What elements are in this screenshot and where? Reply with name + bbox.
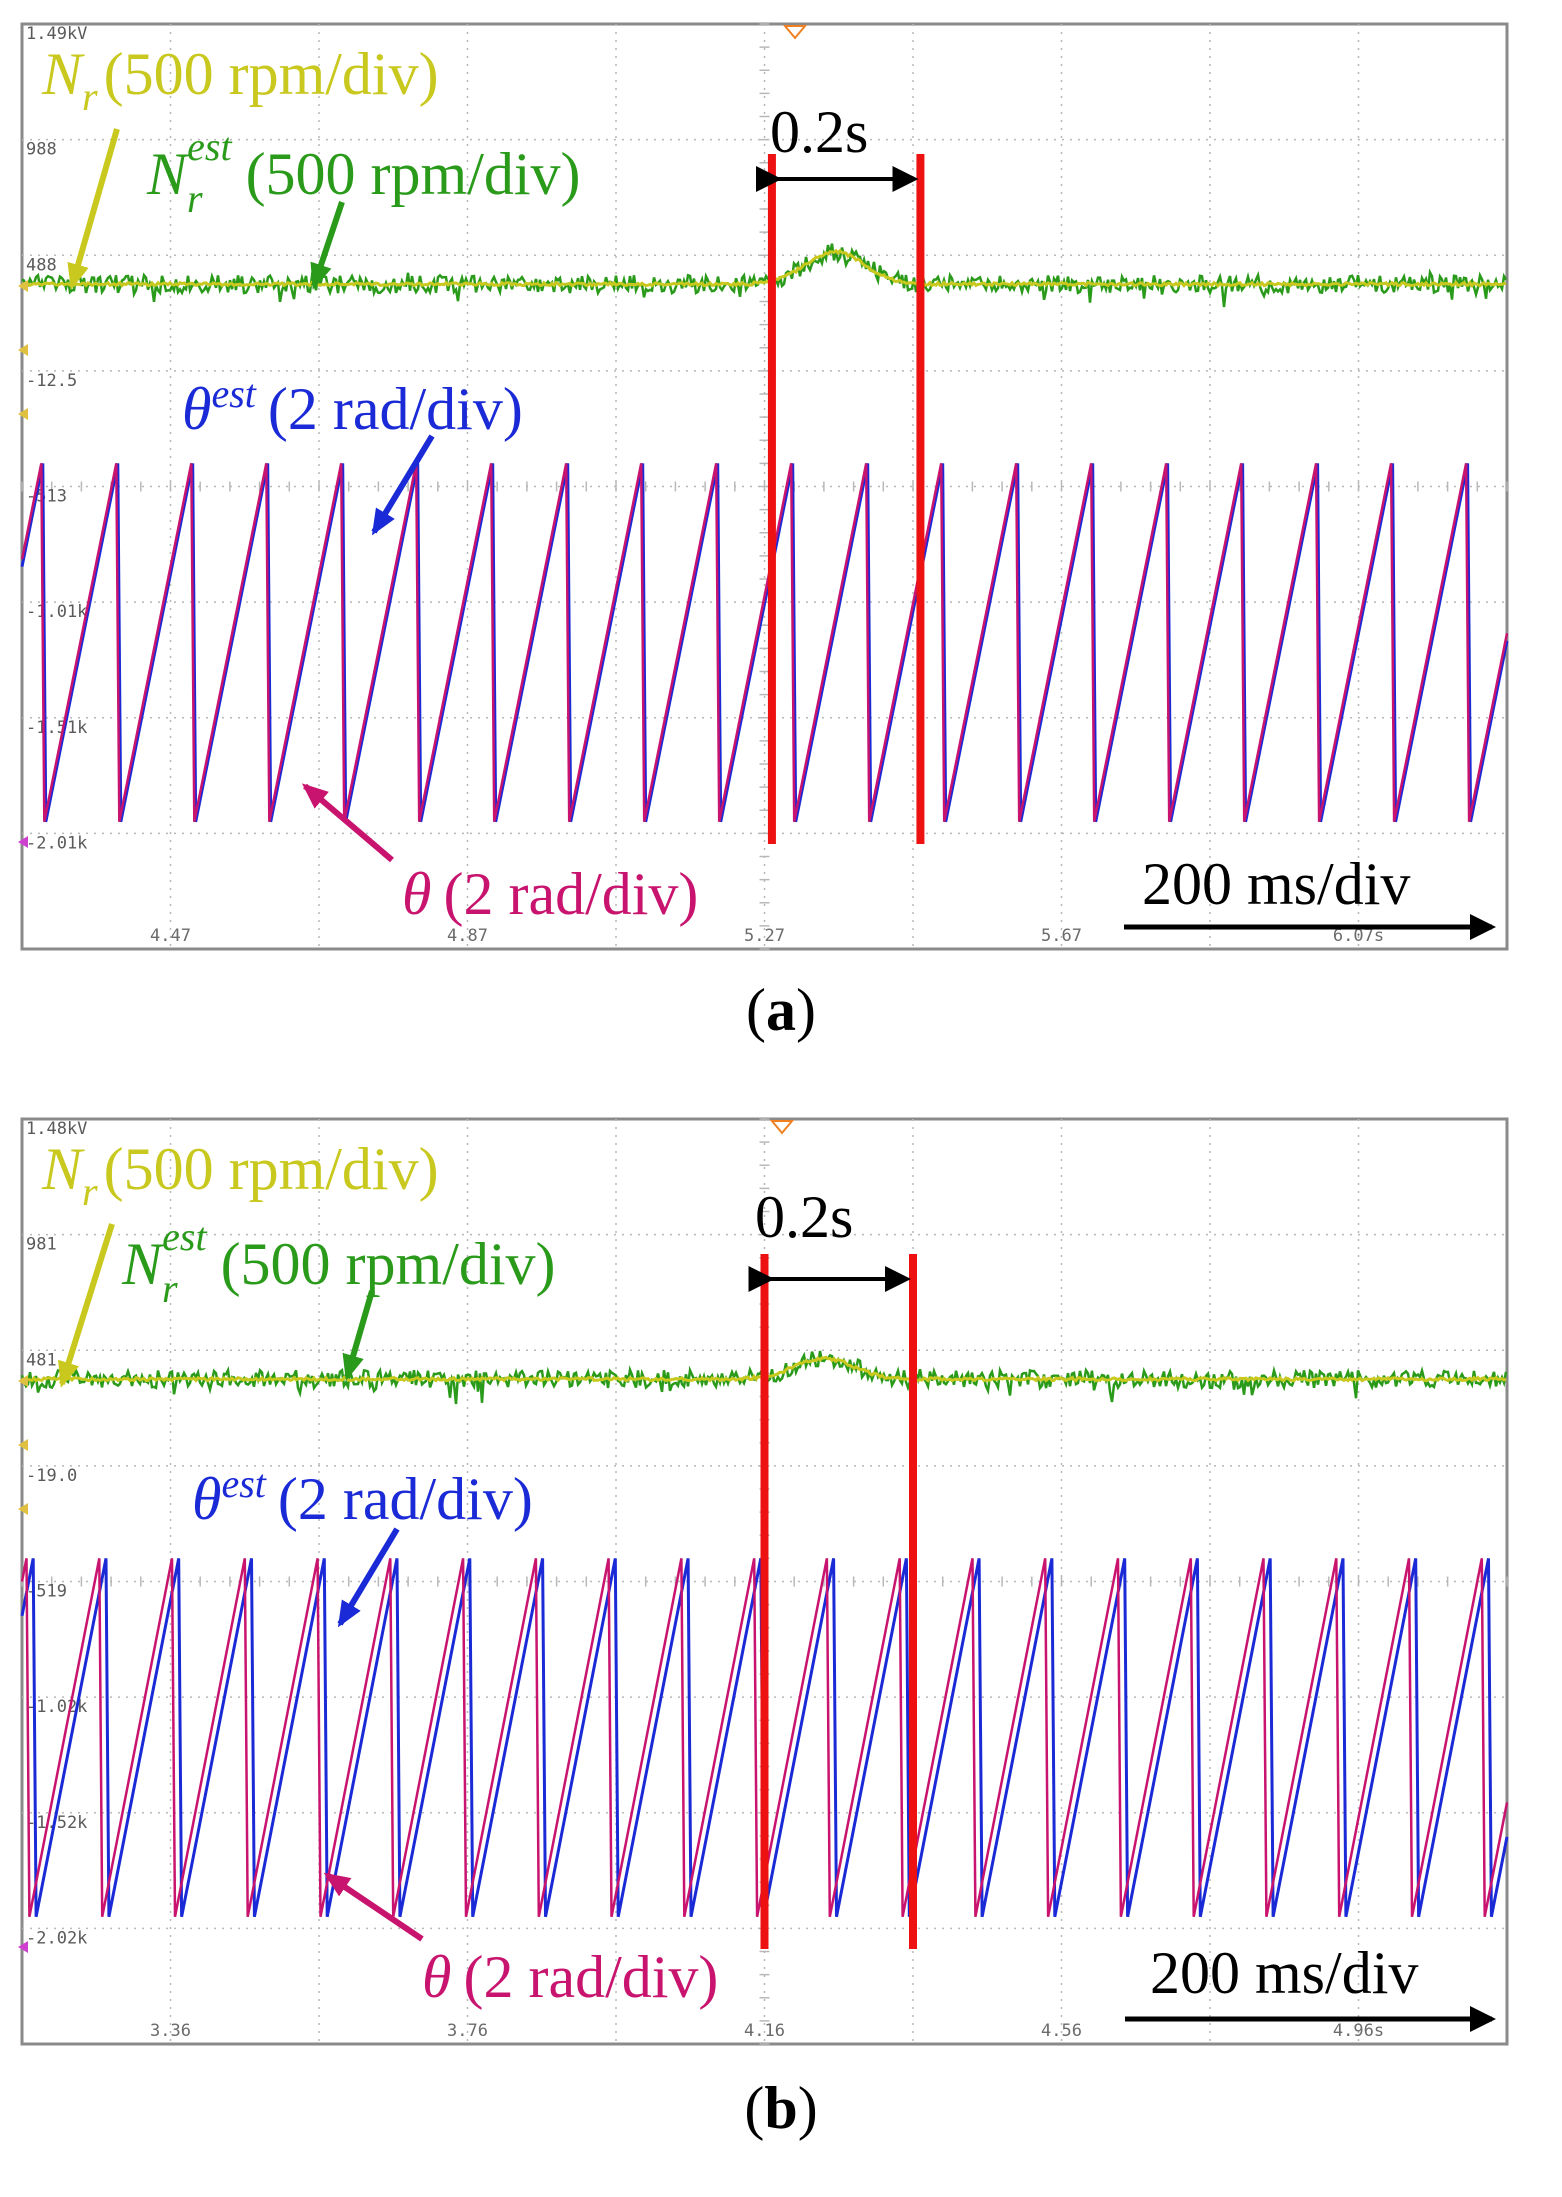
channel-marker-icon <box>18 1503 28 1515</box>
theta-trace <box>20 463 1509 823</box>
x-tick-label: 4.87 <box>447 926 488 946</box>
nr-arrow <box>67 128 120 290</box>
nr-trace <box>21 248 1507 288</box>
interval-markers <box>748 1254 917 1949</box>
label-theta-est: θest (2 rad/div) <box>192 1461 533 1532</box>
x-tick-label: 3.76 <box>447 2021 488 2041</box>
svg-text:Nrest(500 rpm/div): Nrest (500 rpm/div) <box>121 1214 556 1311</box>
interval-label: 0.2s <box>755 1184 853 1250</box>
theta-arrow <box>323 1872 424 1942</box>
channel-marker-icon <box>18 280 28 292</box>
y-tick-label: 1.49kV <box>26 24 87 44</box>
caption-b: (b) <box>744 2075 817 2141</box>
channel-marker-icon <box>18 408 28 420</box>
label-theta: θ (2 rad/div) <box>422 1944 718 2010</box>
y-tick-label: -519 <box>26 1582 67 1602</box>
y-tick-label: 988 <box>26 140 57 160</box>
panel-a: 1.49kV988488-12.5-513-1.01k-1.51k-2.01k … <box>18 22 1509 951</box>
x-tick-labels: 4.47 4.87 5.27 5.67 6.07s <box>150 926 1384 946</box>
channel-marker-icon <box>18 1941 28 1953</box>
y-tick-label: 481 <box>26 1350 57 1370</box>
x-tick-label: 4.16 <box>744 2021 785 2041</box>
svg-text:θest(2 rad/div): θest (2 rad/div) <box>182 371 523 442</box>
caption-a: (a) <box>746 977 816 1043</box>
theta-est-arrow <box>337 1527 400 1628</box>
y-tick-label: 981 <box>26 1235 57 1255</box>
channel-marker-icon <box>18 836 28 848</box>
svg-text:θ(2 rad/div): θ (2 rad/div) <box>402 861 698 927</box>
panel-b: 1.48kV981481-19.0-519-1.02k-1.52k-2.02k … <box>18 1117 1509 2046</box>
label-nr-est: Nrest (500 rpm/div) <box>121 1214 556 1311</box>
y-tick-label: -2.02k <box>26 1928 87 1948</box>
svg-text:θest(2 rad/div): θest (2 rad/div) <box>192 1461 533 1532</box>
interval-markers <box>755 154 925 844</box>
y-tick-label: -1.01k <box>26 602 87 622</box>
channel-marker-icon <box>18 1439 28 1451</box>
label-nr: Nr (500 rpm/div) <box>41 1136 439 1214</box>
x-tick-label: 3.36 <box>150 2021 191 2041</box>
timebase-label: 200 ms/div <box>1142 851 1410 917</box>
svg-text:Nrest(500 rpm/div): Nrest (500 rpm/div) <box>146 124 581 221</box>
label-nr: Nr (500 rpm/div) <box>41 41 439 119</box>
x-tick-label: 5.27 <box>744 926 785 946</box>
theta-arrow <box>301 783 394 863</box>
theta-est-arrow <box>371 434 435 536</box>
svg-text:Nr(500 rpm/div): Nr (500 rpm/div) <box>41 1136 439 1214</box>
x-tick-label: 4.47 <box>150 926 191 946</box>
x-tick-labels: 3.36 3.76 4.16 4.56 4.96s <box>150 2021 1384 2041</box>
grid <box>21 23 1508 950</box>
trigger-marker-icon <box>769 1120 795 1135</box>
channel-marker-icon <box>18 1375 28 1387</box>
traces <box>20 243 1509 823</box>
svg-text:Nr(500 rpm/div): Nr (500 rpm/div) <box>41 41 439 119</box>
y-tick-label: 1.48kV <box>26 1119 87 1139</box>
channel-marker-icon <box>18 344 28 356</box>
nr-arrow <box>58 1223 115 1388</box>
nr-est-arrow <box>310 201 345 290</box>
x-tick-label: 4.96s <box>1333 2021 1384 2041</box>
y-tick-label: -2.01k <box>26 833 87 853</box>
label-theta-est: θest (2 rad/div) <box>182 371 523 442</box>
nr-est-arrow <box>342 1290 375 1381</box>
y-tick-label: -12.5 <box>26 371 77 391</box>
trigger-marker-icon <box>782 25 808 40</box>
x-tick-label: 6.07s <box>1333 926 1384 946</box>
y-tick-label: -1.51k <box>26 718 87 738</box>
timebase-label: 200 ms/div <box>1150 1940 1418 2006</box>
svg-text:θ(2 rad/div): θ (2 rad/div) <box>422 1944 718 2010</box>
theta-trace <box>20 1558 1509 1918</box>
x-tick-label: 4.56 <box>1041 2021 1082 2041</box>
y-tick-label: 488 <box>26 255 57 275</box>
interval-label: 0.2s <box>770 99 868 165</box>
y-tick-label: -19.0 <box>26 1466 77 1486</box>
label-theta: θ (2 rad/div) <box>402 861 698 927</box>
theta-est-trace <box>20 463 1509 823</box>
x-tick-label: 5.67 <box>1041 926 1082 946</box>
y-tick-label: -1.52k <box>26 1813 87 1833</box>
label-nr-est: Nrest (500 rpm/div) <box>146 124 581 221</box>
